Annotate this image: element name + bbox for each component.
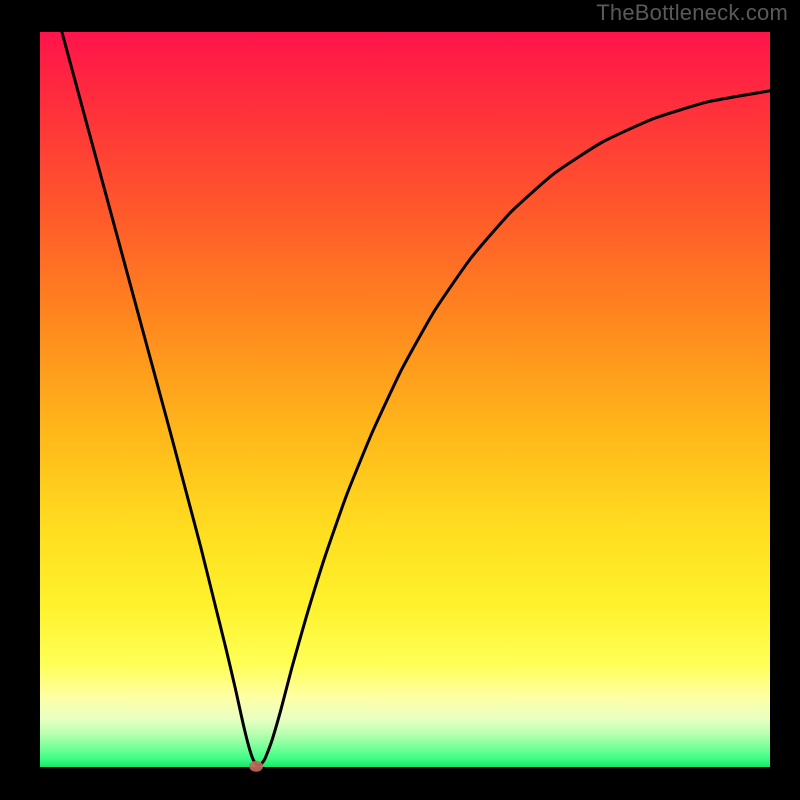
watermark-text: TheBottleneck.com: [596, 0, 788, 26]
bottleneck-chart: [0, 0, 800, 800]
optimal-point-marker: [249, 761, 263, 772]
gradient-background: [40, 32, 770, 767]
